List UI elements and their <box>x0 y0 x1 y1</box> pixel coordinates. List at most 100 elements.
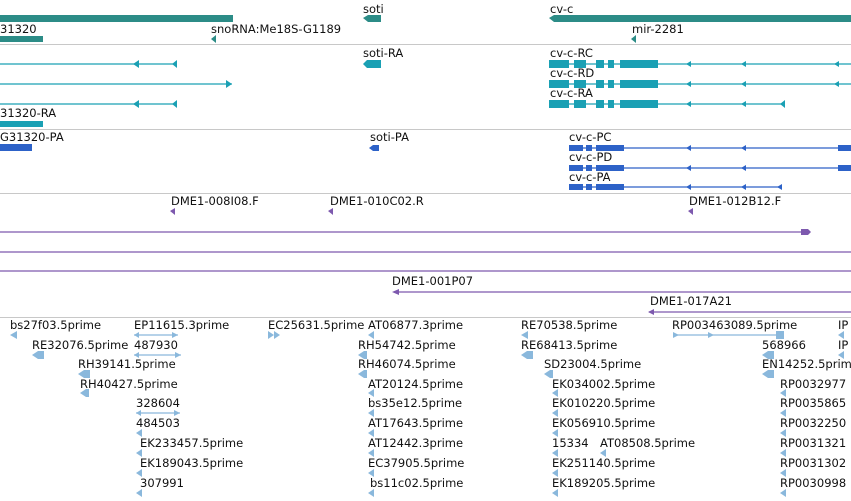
est-marker[interactable] <box>521 351 533 359</box>
est-label[interactable]: RE68413.5prime <box>521 338 618 352</box>
est-label[interactable]: 568966 <box>762 338 806 352</box>
est-label[interactable]: RE70538.5prime <box>521 318 618 332</box>
est-label[interactable]: EK189043.5prime <box>140 456 244 470</box>
transcript-label-soti-ra[interactable]: soti-RA <box>363 46 404 60</box>
est-label[interactable]: 484503 <box>136 416 180 430</box>
est-label[interactable]: bs11c02.5prime <box>370 476 464 490</box>
est-label[interactable]: IP <box>838 338 849 352</box>
est-label[interactable]: RP0031302 <box>780 456 847 470</box>
gene-feature-snorna[interactable] <box>211 35 216 43</box>
gene-feature-g31320[interactable] <box>0 15 233 22</box>
gene-label-cvc[interactable]: cv-c <box>550 2 574 16</box>
est-marker[interactable] <box>10 331 17 339</box>
est-label[interactable]: EP11615.3prime <box>134 318 230 332</box>
est-marker[interactable] <box>358 370 367 378</box>
est-marker[interactable] <box>552 409 558 417</box>
est-marker[interactable] <box>762 370 774 378</box>
gene-label-snorna[interactable]: snoRNA:Me18S-G1189 <box>211 22 342 36</box>
est-marker[interactable] <box>136 449 142 457</box>
est-label[interactable]: RP0032250 <box>780 416 847 430</box>
gene-label-soti[interactable]: soti <box>363 2 384 16</box>
gene-feature-g31320-thick[interactable] <box>0 36 43 42</box>
est-label[interactable]: IP <box>838 318 849 332</box>
gene-label-g31320[interactable]: 31320 <box>0 22 37 36</box>
transcript-soti-ra[interactable] <box>363 60 381 68</box>
est-marker[interactable] <box>521 331 528 339</box>
clone-d012b12-marker[interactable] <box>688 208 693 215</box>
est-marker[interactable] <box>80 389 89 397</box>
est-marker[interactable] <box>552 449 558 457</box>
est-marker[interactable] <box>358 351 367 359</box>
transcript-label-g31320-ra[interactable]: 31320-RA <box>0 106 57 120</box>
est-label[interactable]: EK251140.5prime <box>552 456 656 470</box>
est-marker[interactable] <box>136 489 142 497</box>
est-label[interactable]: AT08508.5prime <box>600 436 696 450</box>
est-label[interactable]: bs27f03.5prime <box>10 318 102 332</box>
protein-label-cvc-pc[interactable]: cv-c-PC <box>569 130 612 144</box>
est-marker[interactable] <box>368 409 374 417</box>
est-marker[interactable] <box>552 429 558 437</box>
protein-label-cvc-pa[interactable]: cv-c-PA <box>569 170 611 184</box>
est-marker[interactable] <box>368 331 374 339</box>
est-label[interactable]: EK233457.5prime <box>140 436 244 450</box>
est-marker[interactable] <box>552 469 558 477</box>
est-label[interactable]: RH39141.5prime <box>78 357 176 371</box>
est-label[interactable]: EK056910.5prime <box>552 416 656 430</box>
clone-label-d008i08[interactable]: DME1-008I08.F <box>171 194 259 208</box>
est-label[interactable]: AT06877.3prime <box>368 318 464 332</box>
est-marker[interactable] <box>780 409 786 417</box>
transcript-g31320-ra[interactable] <box>0 121 43 127</box>
est-label[interactable]: 307991 <box>140 476 184 490</box>
est-marker[interactable] <box>368 469 374 477</box>
est-label[interactable]: AT20124.5prime <box>368 377 464 391</box>
est-marker[interactable] <box>368 429 374 437</box>
protein-soti-pa[interactable] <box>369 145 379 151</box>
est-marker[interactable] <box>552 489 558 497</box>
est-marker[interactable] <box>136 429 142 437</box>
est-marker[interactable] <box>780 449 786 457</box>
est-marker[interactable] <box>552 389 558 397</box>
est-marker[interactable] <box>838 351 844 359</box>
est-label[interactable]: 15334 <box>552 436 589 450</box>
est-marker[interactable] <box>368 489 374 497</box>
est-label[interactable]: AT12442.3prime <box>368 436 464 450</box>
est-label[interactable]: RP0035865 <box>780 396 847 410</box>
est-label[interactable]: EC37905.5prime <box>368 456 465 470</box>
est-marker[interactable] <box>544 370 553 378</box>
est-label[interactable]: 487930 <box>134 338 178 352</box>
est-label[interactable]: RH54742.5prime <box>358 338 456 352</box>
transcript-label-cvc-ra[interactable]: cv-c-RA <box>550 86 593 100</box>
est-marker[interactable] <box>780 429 786 437</box>
est-marker[interactable] <box>838 331 844 339</box>
gene-feature-mir[interactable] <box>631 35 636 43</box>
est-marker[interactable] <box>600 449 606 457</box>
est-label[interactable]: EC25631.5prime <box>268 318 365 332</box>
est-marker[interactable] <box>268 331 280 339</box>
gene-label-mir[interactable]: mir-2281 <box>632 22 684 36</box>
est-label[interactable]: RE32076.5prime <box>32 338 129 352</box>
est-marker[interactable] <box>780 389 786 397</box>
protein-label-cvc-pd[interactable]: cv-c-PD <box>569 150 613 164</box>
est-label[interactable]: SD23004.5prime <box>544 357 642 371</box>
est-label[interactable]: EK034002.5prime <box>552 377 656 391</box>
est-label[interactable]: RP0030998 <box>780 476 847 490</box>
est-label[interactable]: EN14252.5prime <box>762 357 851 371</box>
est-label[interactable]: RP0031321 <box>780 436 847 450</box>
protein-label-g31320-pa[interactable]: G31320-PA <box>0 130 64 144</box>
clone-label-d012b12[interactable]: DME1-012B12.F <box>689 194 782 208</box>
est-label[interactable]: 328604 <box>136 396 180 410</box>
est-label[interactable]: RP0032977 <box>780 377 847 391</box>
protein-g31320-pa[interactable] <box>0 144 32 151</box>
est-label[interactable]: bs35e12.5prime <box>368 396 463 410</box>
est-marker[interactable] <box>780 469 786 477</box>
clone-d010c02-marker[interactable] <box>328 208 333 215</box>
transcript-label-cvc-rc[interactable]: cv-c-RC <box>550 46 593 60</box>
protein-label-soti-pa[interactable]: soti-PA <box>370 130 409 144</box>
gene-feature-soti[interactable] <box>363 15 381 22</box>
gene-feature-cvc[interactable] <box>549 15 851 22</box>
est-marker[interactable] <box>780 489 786 497</box>
est-marker[interactable] <box>368 449 374 457</box>
est-label[interactable]: RH46074.5prime <box>358 357 456 371</box>
clone-d008i08-marker[interactable] <box>170 208 175 215</box>
est-label[interactable]: EK010220.5prime <box>552 396 656 410</box>
